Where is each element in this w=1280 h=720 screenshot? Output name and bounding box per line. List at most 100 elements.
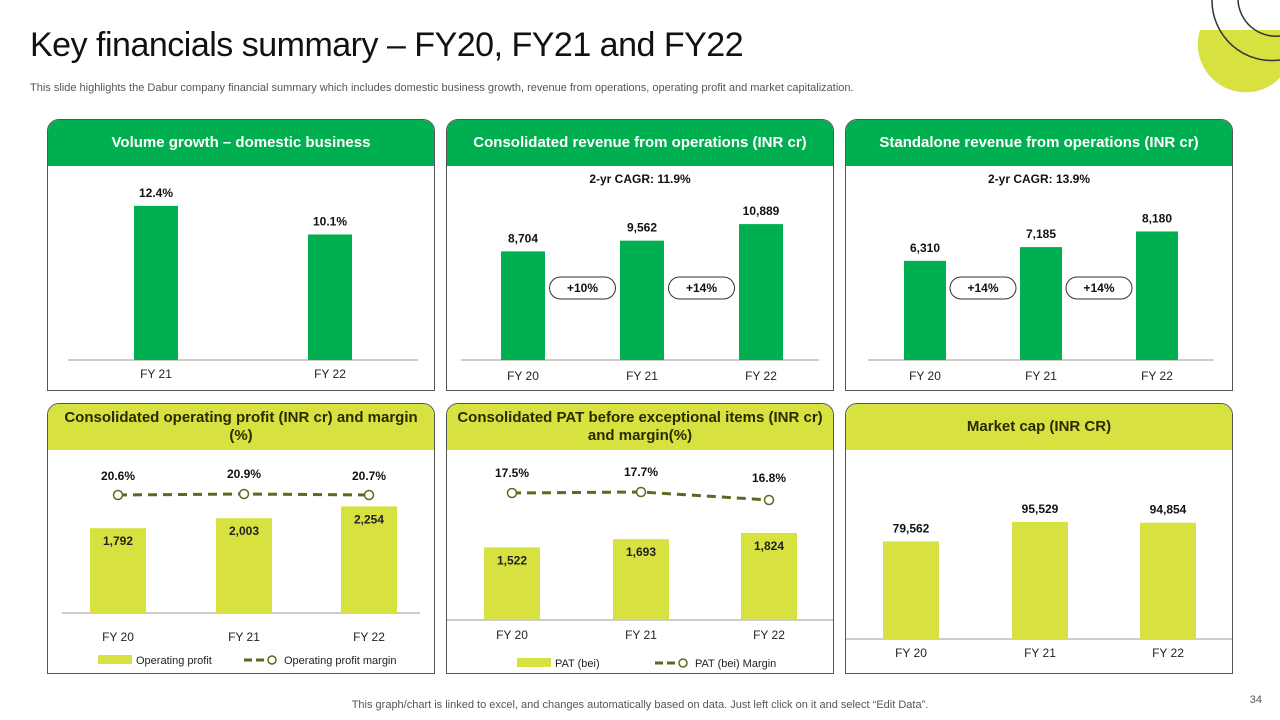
bar-value-label: 1,792 xyxy=(103,534,133,548)
panel-consolidated-revenue[interactable]: Consolidated revenue from operations (IN… xyxy=(446,119,834,391)
footer-note: This graph/chart is linked to excel, and… xyxy=(351,699,929,711)
panel-market-cap[interactable]: Market cap (INR CR) 79,562 FY 20 95,529 FY … xyxy=(845,403,1233,674)
bar xyxy=(904,260,946,360)
market-cap-chart: 79,562 FY 20 95,529 FY 21 94,854 FY 22 xyxy=(846,502,1232,660)
growth-badge xyxy=(1065,276,1133,300)
bar xyxy=(341,506,397,613)
bar-value-label: 2,254 xyxy=(354,512,384,526)
panel-title: Consolidated PAT before exceptional item… xyxy=(447,404,833,450)
category-label: FY 20 xyxy=(507,369,539,383)
category-label: FY 22 xyxy=(753,628,785,642)
legend-label: PAT (bei) xyxy=(555,658,600,670)
panel-title: Standalone revenue from operations (INR … xyxy=(846,120,1232,166)
bar-value-label: 6,310 xyxy=(910,241,940,255)
bar-value-label: 10.1% xyxy=(313,214,347,228)
category-label: FY 22 xyxy=(1141,369,1173,383)
margin-point xyxy=(635,486,647,498)
growth-label: +10% xyxy=(567,281,598,295)
margin-value-label: 17.7% xyxy=(624,465,658,479)
bar-value-label: 2,003 xyxy=(229,524,259,538)
bar-value-label: 79,562 xyxy=(893,521,930,535)
category-label: FY 21 xyxy=(1024,646,1056,660)
bar-value-label: 1,824 xyxy=(754,539,784,553)
bar xyxy=(308,234,352,360)
category-label: FY 20 xyxy=(496,628,528,642)
legend-label: PAT (bei) Margin xyxy=(695,658,776,670)
panel-operating-profit[interactable]: Consolidated operating profit (INR cr) a… xyxy=(47,403,435,674)
category-label: FY 20 xyxy=(895,646,927,660)
bar xyxy=(1020,247,1062,360)
category-label: FY 20 xyxy=(909,369,941,383)
bar xyxy=(216,518,272,613)
panel-pat[interactable]: Consolidated PAT before exceptional item… xyxy=(446,403,834,674)
bar xyxy=(739,224,783,360)
corner-decoration xyxy=(1197,0,1280,93)
margin-line xyxy=(511,490,770,502)
panel-title: Consolidated revenue from operations (IN… xyxy=(447,120,833,166)
category-label: FY 21 xyxy=(140,367,172,381)
bar xyxy=(1140,522,1196,639)
bar xyxy=(741,532,797,620)
margin-point xyxy=(506,487,518,499)
category-label: FY 21 xyxy=(1025,369,1057,383)
category-label: FY 20 xyxy=(102,630,134,644)
growth-label: +14% xyxy=(686,281,717,295)
bar xyxy=(613,539,669,620)
bar xyxy=(1012,521,1068,639)
category-label: FY 21 xyxy=(626,369,658,383)
legend-swatch-bar xyxy=(517,658,551,667)
panel-title: Volume growth – domestic business xyxy=(48,120,434,166)
bar xyxy=(484,547,540,620)
growth-badge xyxy=(949,276,1017,300)
category-label: FY 22 xyxy=(314,367,346,381)
bar-value-label: 7,185 xyxy=(1026,227,1056,241)
bar xyxy=(134,205,178,360)
bar xyxy=(620,240,664,360)
category-label: FY 21 xyxy=(625,628,657,642)
margin-point xyxy=(363,489,375,501)
consolidated-revenue-chart: 2-yr CAGR: 11.9% 8,704 FY 20 9,562 FY 21 10,8… xyxy=(461,172,819,383)
corner-lime-shape xyxy=(1197,30,1280,93)
category-label: FY 22 xyxy=(353,630,385,644)
chart-subtitle: 2-yr CAGR: 11.9% xyxy=(589,172,691,186)
legend-label: Operating profit xyxy=(136,655,212,667)
page-number: 34 xyxy=(1249,694,1262,706)
margin-value-label: 20.7% xyxy=(352,469,386,483)
margin-value-label: 20.9% xyxy=(227,467,261,481)
bar-value-label: 1,522 xyxy=(497,553,527,567)
operating-profit-chart: 1,792 FY 20 2,003 FY 21 2,254 FY 22 20.6% 20.9%… xyxy=(62,467,420,667)
bar xyxy=(1136,231,1178,360)
legend-swatch-marker xyxy=(267,655,277,665)
bar xyxy=(883,541,939,639)
margin-point xyxy=(112,489,124,501)
bar xyxy=(90,528,146,613)
page-title: Key financials summary – FY20, FY21 and … xyxy=(30,26,744,64)
bar-value-label: 10,889 xyxy=(743,204,780,218)
corner-arc-inner xyxy=(1237,0,1280,37)
panel-volume-growth[interactable]: Volume growth – domestic business 12.4% F… xyxy=(47,119,435,391)
panel-title: Consolidated operating profit (INR cr) a… xyxy=(48,404,434,450)
margin-value-label: 17.5% xyxy=(495,466,529,480)
bar-value-label: 95,529 xyxy=(1022,502,1059,516)
growth-badge xyxy=(668,276,735,300)
panel-title: Market cap (INR CR) xyxy=(846,404,1232,450)
chart-subtitle: 2-yr CAGR: 13.9% xyxy=(988,172,1090,186)
bar-value-label: 1,693 xyxy=(626,545,656,559)
volume-growth-chart: 12.4% FY 21 10.1% FY 22 xyxy=(68,186,418,381)
panel-standalone-revenue[interactable]: Standalone revenue from operations (INR … xyxy=(845,119,1233,391)
category-label: FY 21 xyxy=(228,630,260,644)
margin-point xyxy=(238,488,250,500)
standalone-revenue-chart: 2-yr CAGR: 13.9% 6,310 FY 20 7,185 FY 21 8,18… xyxy=(868,172,1214,383)
growth-badge xyxy=(549,276,616,300)
legend-swatch-bar xyxy=(98,655,132,664)
legend-label: Operating profit margin xyxy=(284,655,397,667)
bar-value-label: 12.4% xyxy=(139,186,173,200)
growth-label: +14% xyxy=(1083,281,1114,295)
margin-point xyxy=(763,494,775,506)
bar-value-label: 8,180 xyxy=(1142,211,1172,225)
margin-value-label: 16.8% xyxy=(752,471,786,485)
bar-value-label: 8,704 xyxy=(508,231,538,245)
margin-value-label: 20.6% xyxy=(101,469,135,483)
corner-arc-outer xyxy=(1211,0,1280,62)
growth-label: +14% xyxy=(967,281,998,295)
